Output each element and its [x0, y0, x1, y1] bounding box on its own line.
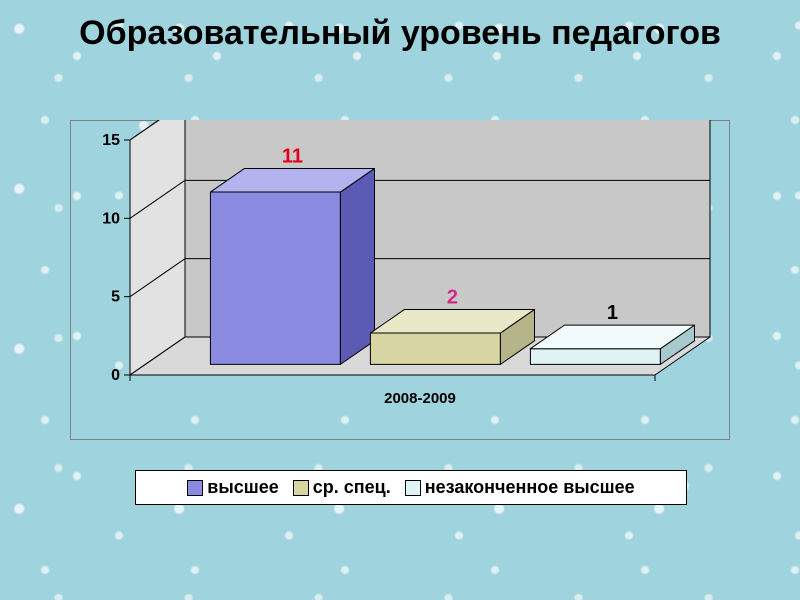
svg-text:1: 1 [607, 302, 618, 324]
svg-text:2008-2009: 2008-2009 [384, 390, 456, 407]
svg-text:2: 2 [447, 286, 458, 308]
legend-item: высшее [187, 477, 278, 498]
legend-label: высшее [207, 477, 278, 497]
bar-chart: 0 5 10 15 11 2 1 2008-2009 [70, 120, 730, 440]
legend-swatch [293, 480, 309, 496]
page-title: Образовательный уровень педагогов [0, 14, 800, 53]
svg-text:0: 0 [111, 367, 120, 384]
legend-item: ср. спец. [293, 477, 391, 498]
svg-text:15: 15 [102, 132, 120, 149]
legend-swatch [187, 480, 203, 496]
svg-text:11: 11 [282, 145, 303, 167]
legend-label: незаконченное высшее [425, 477, 635, 497]
legend-swatch [405, 480, 421, 496]
svg-text:5: 5 [111, 289, 120, 306]
svg-text:10: 10 [102, 210, 120, 227]
legend: высшее ср. спец. незаконченное высшее [135, 470, 687, 505]
legend-item: незаконченное высшее [405, 477, 635, 498]
legend-label: ср. спец. [313, 477, 391, 497]
